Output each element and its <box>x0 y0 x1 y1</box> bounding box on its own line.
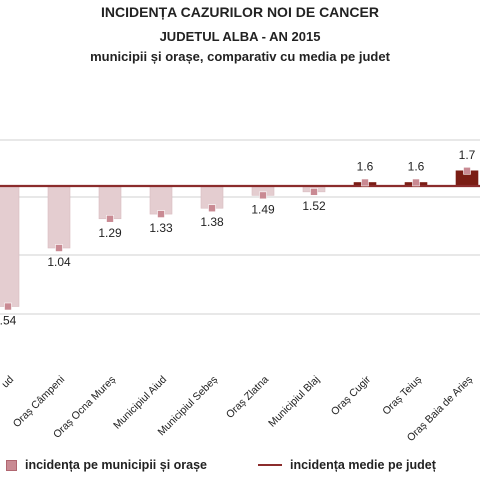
x-tick-label-0: ud <box>0 374 16 391</box>
data-label-3: 1.33 <box>149 221 173 235</box>
data-label-2: 1.29 <box>98 226 122 240</box>
data-label-6: 1.52 <box>302 199 326 213</box>
data-label-9: 1.7 <box>459 148 476 162</box>
bar-1 <box>47 185 71 249</box>
marker-6 <box>310 188 318 196</box>
x-tick-label-5: Oraș Zlatna <box>224 374 271 421</box>
marker-8 <box>412 178 420 187</box>
legend-bar-swatch <box>6 459 17 471</box>
legend-bar-label: incidența pe municipii și orașe <box>25 458 207 472</box>
chart-title-line-1: INCIDENȚA CAZURILOR NOI DE CANCER <box>101 4 379 20</box>
marker-0 <box>4 302 12 311</box>
x-tick-label-1: Oraș Câmpeni <box>11 374 67 430</box>
data-label-7: 1.6 <box>357 159 374 173</box>
data-label-5: 1.49 <box>251 202 275 216</box>
x-tick-label-6: Municipiul Blaj <box>266 374 322 430</box>
bar-0 <box>0 185 20 307</box>
x-tick-label-8: Oraș Teiuș <box>380 374 424 418</box>
x-tick-label-3: Municipiul Aiud <box>111 374 169 432</box>
marker-4 <box>208 204 216 213</box>
legend-item-line: incidența medie pe județ <box>258 458 436 472</box>
marker-3 <box>157 210 165 218</box>
chart-subtitle: municipii și orașe, comparativ cu media … <box>90 49 390 64</box>
data-label-0: .54 <box>0 314 17 328</box>
legend-line-swatch <box>258 464 282 466</box>
marker-2 <box>106 214 114 223</box>
bar-3 <box>149 185 173 215</box>
x-tick-label-7: Oraș Cugir <box>329 373 374 418</box>
data-label-8: 1.6 <box>408 159 425 173</box>
marker-9 <box>463 166 471 175</box>
bar-2 <box>98 185 122 220</box>
marker-7 <box>361 178 369 187</box>
marker-5 <box>259 191 267 200</box>
legend-line-label: incidența medie pe județ <box>290 458 436 472</box>
chart-title-line-2: JUDETUL ALBA - AN 2015 <box>159 29 321 44</box>
data-label-4: 1.38 <box>200 215 224 229</box>
data-label-1: 1.04 <box>47 255 71 269</box>
legend-item-bars: incidența pe municipii și orașe <box>6 458 207 472</box>
marker-1 <box>55 244 63 252</box>
